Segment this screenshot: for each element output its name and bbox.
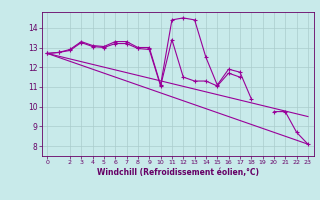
X-axis label: Windchill (Refroidissement éolien,°C): Windchill (Refroidissement éolien,°C) bbox=[97, 168, 259, 177]
